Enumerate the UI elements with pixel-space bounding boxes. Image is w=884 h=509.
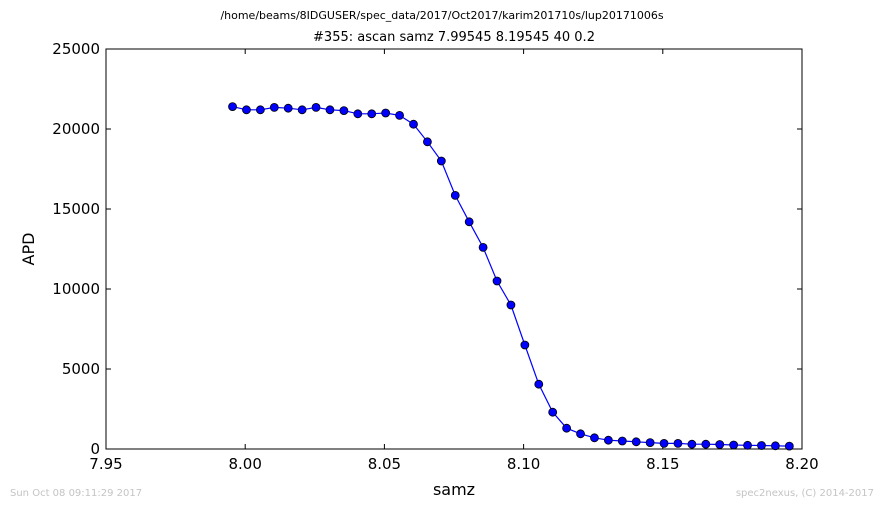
data-point <box>659 438 669 448</box>
data-point <box>492 276 502 286</box>
data-point <box>367 109 377 119</box>
x-tick-label: 8.05 <box>368 455 401 473</box>
data-point <box>576 429 585 439</box>
y-tick-label: 5000 <box>62 360 100 378</box>
data-point <box>534 379 544 389</box>
data-point <box>464 217 474 227</box>
x-tick-label: 8.10 <box>507 455 540 473</box>
data-point <box>701 439 711 449</box>
data-point <box>395 111 404 120</box>
chart-title: #355: ascan samz 7.99545 8.19545 40 0.2 <box>313 30 595 45</box>
data-point <box>590 433 599 443</box>
data-point <box>242 105 251 115</box>
data-point <box>450 190 460 200</box>
ticks-layer: 7.95 8.00 8.05 8.10 8.15 8.20 0 5000 10000 15000 2… <box>52 40 818 473</box>
data-point <box>548 407 558 417</box>
y-tick-label: 25000 <box>52 40 100 58</box>
data-point <box>520 340 530 350</box>
file-path-header: /home/beams/8IDGUSER/spec_data/2017/Oct2… <box>220 9 664 22</box>
data-point <box>784 441 794 451</box>
data-point <box>353 109 363 119</box>
series-layer <box>228 102 794 451</box>
data-point <box>673 438 683 448</box>
x-tick-label: 8.15 <box>646 455 679 473</box>
data-point <box>255 105 265 115</box>
data-point <box>771 441 780 451</box>
y-tick-label: 10000 <box>52 280 100 298</box>
y-tick-label: 0 <box>90 440 100 458</box>
footer-credit: spec2nexus, (C) 2014-2017 <box>735 488 874 499</box>
data-point <box>715 440 725 449</box>
data-point <box>617 436 627 446</box>
data-point <box>603 435 613 445</box>
plot-frame <box>105 48 803 450</box>
y-tick-label: 20000 <box>52 120 100 138</box>
data-point <box>228 102 237 111</box>
data-point <box>631 437 641 447</box>
data-point <box>381 108 391 118</box>
data-point <box>436 156 446 166</box>
x-axis-label: samz <box>433 480 475 499</box>
data-point <box>478 242 488 252</box>
y-tick-label: 15000 <box>52 200 100 218</box>
data-point <box>339 106 349 115</box>
data-point <box>325 105 335 115</box>
data-point <box>409 119 418 129</box>
data-point <box>562 423 572 433</box>
data-point <box>687 439 697 449</box>
data-point <box>423 137 432 147</box>
data-point <box>506 300 516 310</box>
data-point <box>269 103 279 112</box>
data-point <box>729 440 739 450</box>
data-point <box>297 105 307 115</box>
footer-timestamp: Sun Oct 08 09:11:29 2017 <box>10 488 143 499</box>
data-point <box>645 438 655 448</box>
data-point <box>743 440 752 450</box>
x-tick-label: 8.00 <box>228 455 261 473</box>
x-tick-label: 7.95 <box>89 455 122 473</box>
x-tick-label: 8.20 <box>785 455 818 473</box>
data-point <box>757 441 766 450</box>
data-point <box>311 103 321 112</box>
series-line <box>232 106 790 447</box>
data-point <box>283 103 293 113</box>
y-axis-label: APD <box>19 233 38 266</box>
